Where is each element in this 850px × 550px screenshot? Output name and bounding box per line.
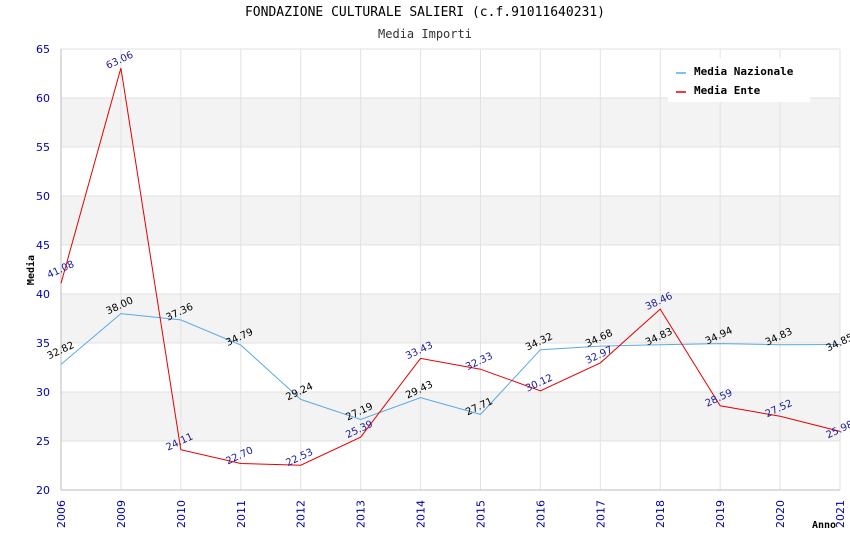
grid-band	[61, 196, 840, 245]
data-label-media-ente: 30.12	[524, 373, 555, 395]
x-tick-label: 2015	[474, 500, 487, 528]
legend: Media Nazionale Media Ente	[668, 58, 810, 102]
y-tick-label: 30	[36, 386, 50, 399]
y-tick-label: 55	[36, 141, 50, 154]
y-axis-label: Media	[25, 255, 37, 285]
legend-label-media-ente: Media Ente	[694, 84, 761, 97]
axes	[60, 49, 840, 491]
y-tick-label: 45	[36, 239, 50, 252]
x-tick-label: 2020	[774, 500, 787, 528]
legend-label-media-nazionale: Media Nazionale	[694, 65, 794, 78]
chart-subtitle: Media Importi	[378, 27, 472, 41]
y-tick-label: 20	[36, 484, 50, 497]
legend-box	[668, 58, 810, 102]
grid-band	[61, 294, 840, 343]
x-tick-label: 2011	[235, 500, 248, 528]
x-tick-label: 2010	[175, 500, 188, 528]
x-tick-label: 2006	[55, 500, 68, 528]
grid-bands	[61, 98, 840, 441]
data-label-media-ente: 32.33	[464, 351, 495, 373]
y-tick-label: 65	[36, 43, 50, 56]
x-tick-label: 2013	[355, 500, 368, 528]
y-tick-label: 35	[36, 337, 50, 350]
grid-band	[61, 98, 840, 147]
grid-band	[61, 392, 840, 441]
y-tick-label: 50	[36, 190, 50, 203]
series-line-media-ente	[60, 67, 841, 466]
y-tick-label: 40	[36, 288, 50, 301]
series-line-media-nazionale	[60, 313, 841, 421]
y-tick-label: 60	[36, 92, 50, 105]
grid-lines	[60, 48, 841, 491]
x-tick-label: 2017	[594, 500, 607, 528]
x-tick-label: 2009	[115, 500, 128, 528]
x-ticks: 2006 2009 2010 2011 2012 2013 2014 2015 2016 2017…	[55, 500, 847, 528]
series-lines	[60, 67, 841, 466]
y-ticks: 20 25 30 35 40 45 50 55 60 65	[36, 43, 50, 497]
y-tick-label: 25	[36, 435, 50, 448]
x-tick-label: 2012	[295, 500, 308, 528]
data-label-media-ente: 63.06	[105, 50, 136, 72]
x-axis-label: Anno	[812, 520, 836, 531]
x-tick-label: 2019	[714, 500, 727, 528]
x-tick-label: 2021	[834, 500, 847, 528]
x-tick-label: 2014	[415, 500, 428, 528]
x-tick-label: 2018	[654, 500, 667, 528]
x-tick-label: 2016	[534, 500, 547, 528]
chart-title: FONDAZIONE CULTURALE SALIERI (c.f.910116…	[244, 5, 606, 20]
